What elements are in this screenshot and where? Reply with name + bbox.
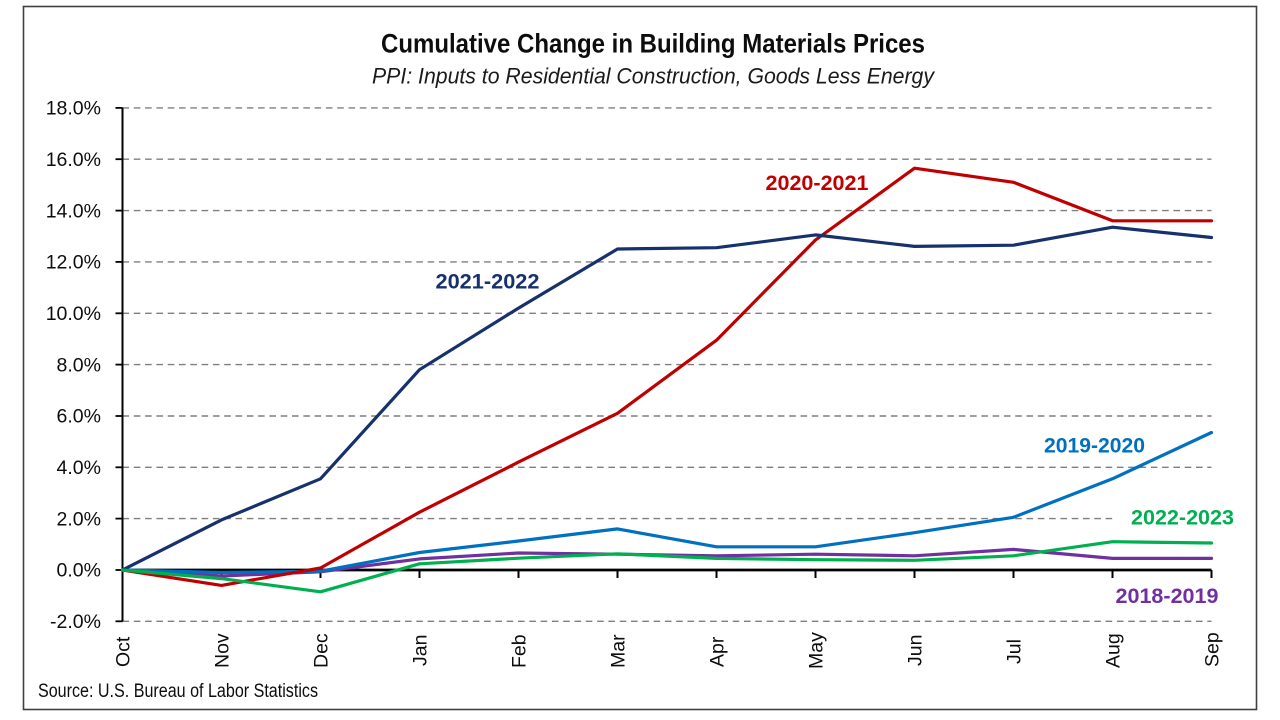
svg-text:May: May xyxy=(806,632,828,669)
svg-text:10.0%: 10.0% xyxy=(46,303,101,325)
svg-text:2022-2023: 2022-2023 xyxy=(1131,506,1234,530)
svg-text:Sep: Sep xyxy=(1202,632,1224,667)
svg-text:Mar: Mar xyxy=(608,634,630,668)
svg-text:16.0%: 16.0% xyxy=(46,149,101,171)
svg-text:6.0%: 6.0% xyxy=(57,406,101,428)
svg-text:Jan: Jan xyxy=(410,635,432,666)
svg-text:Jun: Jun xyxy=(905,635,927,666)
svg-text:4.0%: 4.0% xyxy=(57,457,101,479)
svg-text:Feb: Feb xyxy=(509,634,531,668)
svg-text:-2.0%: -2.0% xyxy=(50,611,101,633)
svg-text:2020-2021: 2020-2021 xyxy=(766,171,869,195)
svg-text:Aug: Aug xyxy=(1103,633,1125,668)
svg-text:Nov: Nov xyxy=(212,633,234,668)
svg-text:Cumulative Change in Building: Cumulative Change in Building Materials … xyxy=(381,29,925,59)
svg-text:Source: U.S. Bureau of Labor S: Source: U.S. Bureau of Labor Statistics xyxy=(38,681,318,702)
svg-text:Dec: Dec xyxy=(311,633,333,668)
svg-text:14.0%: 14.0% xyxy=(46,200,101,222)
svg-text:Oct: Oct xyxy=(113,636,135,667)
svg-text:18.0%: 18.0% xyxy=(46,98,101,120)
svg-text:2019-2020: 2019-2020 xyxy=(1044,434,1145,458)
svg-text:Jul: Jul xyxy=(1004,639,1026,664)
svg-text:2021-2022: 2021-2022 xyxy=(436,270,540,294)
svg-text:Apr: Apr xyxy=(707,636,729,667)
svg-text:0.0%: 0.0% xyxy=(57,560,101,582)
svg-text:2.0%: 2.0% xyxy=(57,508,101,530)
svg-text:12.0%: 12.0% xyxy=(46,252,101,274)
svg-text:2018-2019: 2018-2019 xyxy=(1116,584,1219,608)
svg-text:8.0%: 8.0% xyxy=(57,354,101,376)
svg-text:PPI: Inputs to Residential Con: PPI: Inputs to Residential Construction,… xyxy=(372,64,936,89)
